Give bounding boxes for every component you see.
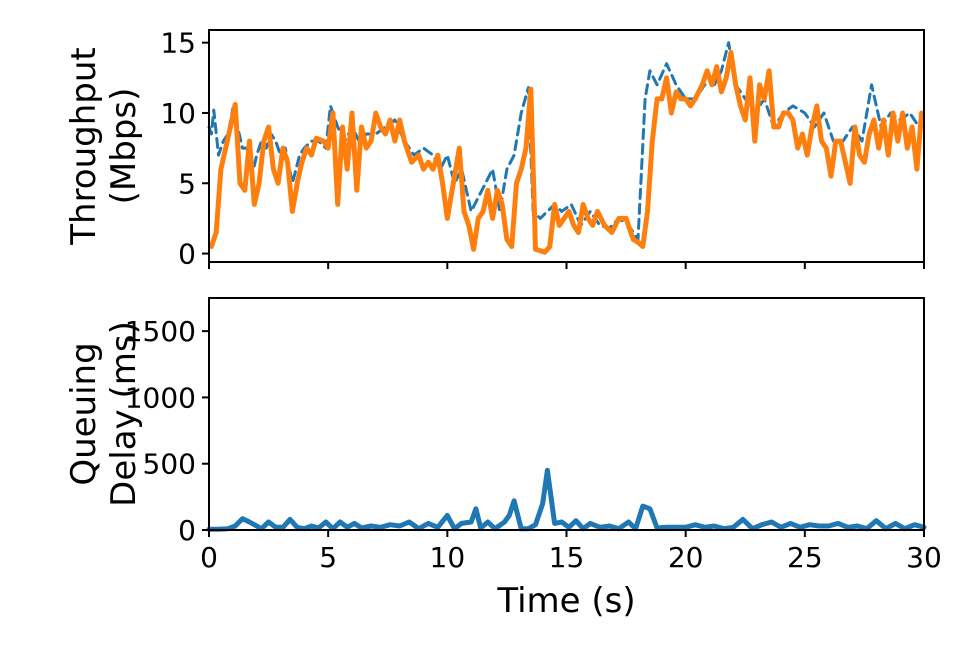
queuing-delay-x-tick-label: 5 bbox=[319, 541, 337, 574]
throughput-y-tick-label: 5 bbox=[178, 167, 196, 200]
throughput-panel: 0 5 10 15 Throughput(Mbps) bbox=[64, 27, 925, 271]
throughput-y-tick-label: 15 bbox=[160, 27, 196, 60]
throughput-y-tick-label: 10 bbox=[160, 97, 196, 130]
queuing-delay-x-tick-label: 0 bbox=[200, 541, 218, 574]
queuing-delay-y-tick-label: 1500 bbox=[125, 315, 196, 348]
throughput-series-dashed-blue-line bbox=[207, 41, 921, 241]
throughput-series-solid-orange-line bbox=[208, 50, 925, 255]
queuing-delay-y-tick-label: 1000 bbox=[125, 381, 196, 414]
queuing-delay-x-tick-label: 20 bbox=[668, 541, 704, 574]
throughput-y-tick-label: 0 bbox=[178, 238, 196, 271]
queuing-delay-x-tick-label: 25 bbox=[787, 541, 823, 574]
throughput-y-axis-title-line: (Mbps) bbox=[104, 88, 144, 205]
throughput-y-axis-title-line: Throughput bbox=[64, 47, 104, 246]
queuing-delay-y-axis-title: QueuingDelay (ms) bbox=[64, 321, 144, 507]
throughput-y-axis-title: Throughput(Mbps) bbox=[64, 47, 144, 246]
queuing-delay-y-axis-title-line: Delay (ms) bbox=[104, 321, 144, 507]
queuing-delay-y-axis-title-line: Queuing bbox=[64, 342, 104, 485]
queuing-delay-x-axis-title: Time (s) bbox=[496, 581, 635, 621]
queuing-delay-y-tick-label: 0 bbox=[178, 514, 196, 547]
queuing-delay-x-tick-label: 30 bbox=[906, 541, 942, 574]
queuing-delay-x-tick-label: 10 bbox=[430, 541, 466, 574]
queuing-delay-y-tick-label: 500 bbox=[143, 448, 196, 481]
queuing-delay-series-solid-blue-line bbox=[206, 467, 927, 532]
queuing-delay-x-tick-label: 15 bbox=[549, 541, 585, 574]
